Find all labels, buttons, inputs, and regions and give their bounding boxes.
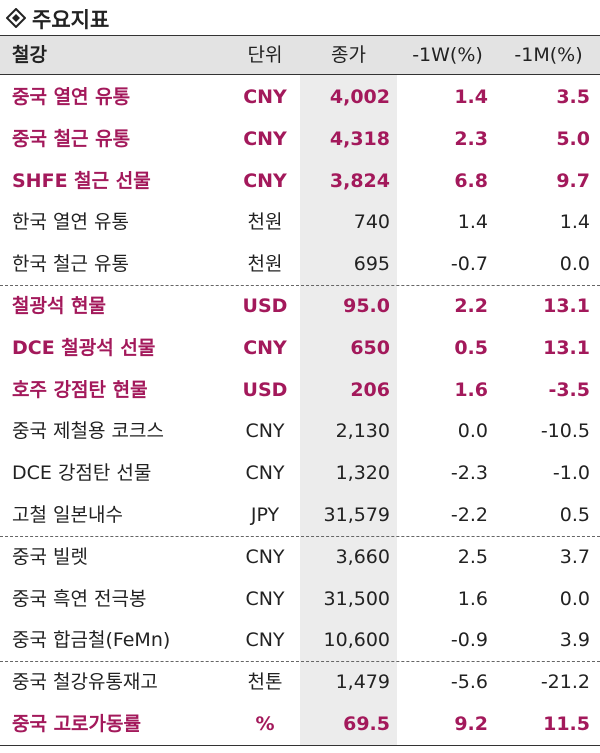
table-cell: -21.2 [540,671,590,694]
table-cell: CNY [245,462,285,485]
group-separator [0,661,600,663]
title-icon [6,8,26,28]
table-cell: 1,479 [335,671,390,694]
table-cell: 3.7 [559,545,590,568]
table-cell: CNY [245,545,285,568]
table-cell: 1,320 [335,462,390,485]
table-cell: 13.1 [543,295,590,317]
table-cell: 5.0 [556,127,590,150]
table-cell: 중국 빌렛 [12,545,88,568]
group-separator [0,285,600,286]
table-cell: 한국 열연 유통 [12,211,129,234]
table-cell: CNY [243,336,287,359]
table-cell: % [255,713,275,735]
table-cell: CNY [245,587,285,610]
table-cell: 740 [353,211,390,234]
table-cell: JPY [250,504,280,526]
table-cell: 2,130 [335,420,390,443]
table-cell: 2.2 [454,295,488,317]
table-cell: 6.8 [454,169,488,192]
table-cell: 1.4 [454,86,488,108]
table-cell: 2.3 [454,127,488,150]
table-cell: 중국 열연 유통 [12,86,131,108]
table-cell: 95.0 [343,295,390,317]
table-cell: 1.4 [559,211,590,234]
table-cell: 206 [350,378,390,401]
table-cell: CNY [243,127,287,150]
table-cell: CNY [243,169,287,192]
title: 주요지표 [32,8,110,32]
table-cell: SHFE 철근 선물 [12,169,151,192]
table-cell: 중국 철강유통재고 [12,671,158,694]
table-cell: -2.2 [450,504,488,526]
table-cell: 중국 제철용 코크스 [12,420,164,443]
table-cell: 4,002 [329,86,390,108]
header-cell: 단위 [247,44,283,66]
table-cell: 4,318 [329,127,390,150]
table-cell: 중국 흑연 전극봉 [12,587,147,610]
table-cell: 31,579 [323,504,390,526]
table-cell: 11.5 [543,713,590,735]
header-cell: -1W(%) [412,44,483,66]
table-cell: -0.7 [450,253,488,276]
table-cell: -3.5 [548,378,590,401]
table-bottom-border [0,744,600,746]
table-cell: USD [242,378,288,401]
table-cell: 9.2 [454,713,488,735]
table-cell: 695 [353,253,390,276]
table-cell: 0.5 [454,336,488,359]
table-cell: 10,600 [323,629,390,652]
table-cell: 고철 일본내수 [12,504,123,526]
group-separator [0,535,600,537]
table-cell: -2.3 [450,462,488,485]
table-cell: -10.5 [540,420,590,443]
table-cell: CNY [243,86,287,108]
table-cell: 중국 철근 유통 [12,127,131,150]
table-cell: 1.6 [454,378,488,401]
table-cell: DCE 강점탄 선물 [12,462,152,485]
header-cell: 종가 [331,44,366,66]
header-cell: 철강 [12,44,47,66]
column-shade [300,75,397,745]
table-cell: 천톤 [247,671,283,694]
table-cell: 3,824 [329,169,390,192]
table-cell: 3,660 [335,545,390,568]
table-cell: 650 [350,336,390,359]
table-cell: USD [242,295,288,317]
table-cell: 천원 [247,253,283,276]
table-cell: 0.0 [559,253,590,276]
table-cell: 2.5 [457,545,488,568]
header-cell: -1M(%) [514,44,583,66]
table-cell: CNY [245,629,285,652]
table-cell: 3.9 [559,629,590,652]
table-cell: 0.5 [559,504,590,526]
table-cell: 천원 [247,211,283,234]
table-cell: 한국 철근 유통 [12,253,129,276]
table-cell: 0.0 [559,587,590,610]
table-cell: 3.5 [556,86,590,108]
table-cell: CNY [245,420,285,443]
table-cell: 13.1 [543,336,590,359]
table-cell: 0.0 [457,420,488,443]
table-cell: 중국 합금철(FeMn) [12,629,171,652]
table-cell: 9.7 [556,169,590,192]
table-cell: 1.6 [457,587,488,610]
table-cell: -5.6 [450,671,488,694]
table-cell: 호주 강점탄 현물 [12,378,148,401]
table-cell: -0.9 [450,629,488,652]
table-cell: 69.5 [343,713,390,735]
table-cell: 철광석 현물 [12,295,107,317]
table-cell: 1.4 [457,211,488,234]
header-row [0,35,600,75]
table-cell: 중국 고로가동률 [12,713,141,735]
table-cell: 31,500 [323,587,390,610]
table-cell: -1.0 [552,462,590,485]
table-cell: DCE 철광석 선물 [12,336,156,359]
